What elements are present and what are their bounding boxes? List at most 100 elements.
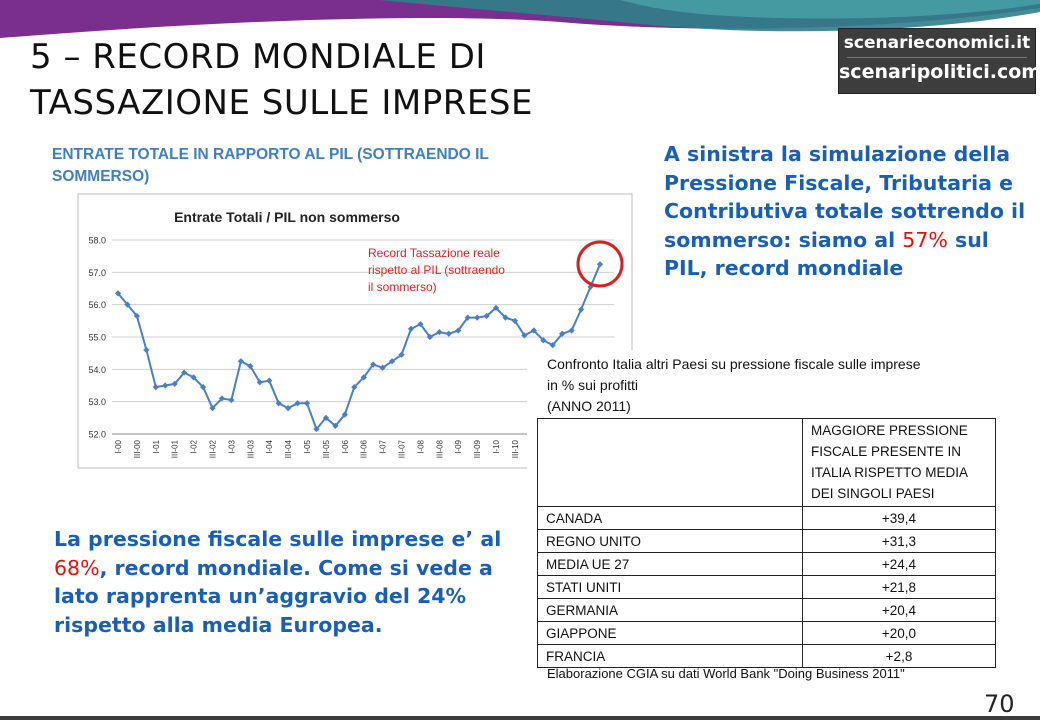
table-caption: Confronto Italia altri Paesi su pression… — [547, 354, 997, 417]
data-point — [199, 384, 207, 391]
table-cell-value: +21,8 — [802, 575, 996, 599]
data-point — [209, 405, 216, 412]
record-highlight-circle — [576, 240, 624, 288]
x-tick-label: I-04 — [265, 439, 274, 453]
data-point — [294, 400, 301, 407]
x-tick-label: III-07 — [398, 439, 407, 458]
data-point — [596, 261, 604, 268]
x-tick-label: III-04 — [284, 439, 293, 458]
table-cell-country: CANADA — [537, 506, 803, 530]
x-tick-label: I-01 — [152, 439, 161, 453]
data-point — [341, 411, 348, 418]
table-row: REGNO UNITO +31,3 — [537, 529, 996, 553]
data-point — [285, 405, 292, 412]
data-point — [577, 306, 585, 313]
data-point — [266, 377, 273, 384]
x-tick-label: I-02 — [190, 439, 199, 453]
data-point — [133, 312, 141, 320]
table-row: FRANCIA +2,8 — [537, 644, 996, 668]
table-cell-value: +20,4 — [802, 598, 996, 622]
left-commentary-highlight: 68% — [54, 555, 100, 580]
data-point — [171, 380, 178, 387]
x-axis-ticks: I-00 III-00 I-01 III-01 I-02 III-02 I-03 III-03… — [114, 439, 558, 458]
logo-line-1: scenarieconomici.it — [843, 33, 1031, 53]
table-cell-value: +24,4 — [802, 552, 996, 576]
annotation-line: Record Tassazione reale — [368, 246, 500, 260]
x-tick-label: I-05 — [303, 439, 312, 453]
right-commentary-highlight: 57% — [902, 227, 948, 252]
table-row: MEDIA UE 27 +24,4 — [537, 552, 996, 576]
footer-line — [0, 716, 1040, 720]
table-cell-country: GIAPPONE — [537, 621, 803, 645]
x-tick-label: III-10 — [511, 439, 520, 458]
data-point — [228, 396, 235, 404]
left-commentary-text: La pressione fiscale sulle imprese e’ al — [54, 527, 502, 551]
x-tick-label: I-07 — [379, 439, 388, 453]
x-tick-label: III-06 — [360, 439, 369, 458]
table-caption-line-3: (ANNO 2011) — [547, 398, 631, 414]
left-commentary: La pressione fiscale sulle imprese e’ al… — [54, 525, 524, 639]
series-line — [117, 263, 601, 432]
annotation-line: il sommerso) — [368, 280, 437, 294]
table-cell-country: FRANCIA — [537, 644, 803, 668]
x-tick-label: III-03 — [246, 439, 255, 458]
x-tick-label: I-03 — [227, 439, 236, 453]
chart-frame — [77, 193, 633, 469]
title-line-1: 5 – RECORD MONDIALE DI — [30, 37, 486, 77]
table-cell-country: STATI UNITI — [537, 575, 803, 599]
data-point — [256, 379, 263, 386]
data-point — [502, 314, 509, 321]
y-tick-label: 53.0 — [88, 397, 106, 407]
title-line-2: TASSAZIONE SULLE IMPRESE — [30, 83, 533, 123]
table-row: GIAPPONE +20,0 — [537, 621, 996, 645]
chart-heading: ENTRATE TOTALE IN RAPPORTO AL PIL (SOTTR… — [52, 144, 572, 188]
data-point — [237, 358, 244, 365]
table-source-note: Elaborazione CGIA su dati World Bank "Do… — [547, 666, 905, 681]
table-row: STATI UNITI +21,8 — [537, 575, 996, 599]
logo-line-2: scenaripolitici.com — [839, 61, 1040, 83]
table-cell-value: +2,8 — [802, 644, 996, 668]
table-cell-value: +39,4 — [802, 506, 996, 530]
table-cell-country: GERMANIA — [537, 598, 803, 622]
x-tick-label: III-00 — [133, 439, 142, 458]
table-cell-value: +20,0 — [802, 621, 996, 645]
x-tick-label: III-09 — [473, 439, 482, 458]
y-axis-ticks: 52.0 53.0 54.0 55.0 56.0 57.0 58.0 — [88, 236, 106, 440]
x-tick-label: III-02 — [209, 439, 218, 458]
y-tick-label: 55.0 — [88, 333, 106, 343]
x-tick-label: III-05 — [322, 439, 331, 458]
table-row: GERMANIA +20,4 — [537, 598, 996, 622]
line-chart: Entrate Totali / PIL non sommerso 52.0 53… — [77, 193, 633, 469]
chart-heading-line-1: ENTRATE TOTALE IN RAPPORTO AL PIL (SOTTR… — [52, 146, 489, 163]
header-banner — [0, 0, 1040, 38]
data-point — [190, 374, 197, 381]
data-point — [322, 414, 330, 421]
x-tick-label: I-08 — [416, 439, 425, 453]
x-tick-label: III-01 — [171, 439, 180, 458]
y-tick-label: 54.0 — [88, 365, 106, 375]
data-point — [445, 330, 452, 337]
data-point — [360, 374, 367, 381]
data-point — [474, 314, 481, 321]
slide-title: 5 – RECORD MONDIALE DI TASSAZIONE SULLE … — [30, 34, 533, 126]
table-row: CANADA +39,4 — [537, 506, 996, 530]
data-point — [398, 351, 405, 358]
y-tick-label: 56.0 — [88, 300, 106, 310]
table-header-row: MAGGIORE PRESSIONE FISCALE PRESENTE IN I… — [537, 418, 996, 507]
comparison-table: MAGGIORE PRESSIONE FISCALE PRESENTE IN I… — [537, 418, 996, 668]
table-cell-value: +31,3 — [802, 529, 996, 553]
data-point — [152, 384, 159, 391]
table-cell-country: REGNO UNITO — [537, 529, 803, 553]
y-tick-label: 52.0 — [88, 430, 106, 440]
logo-separator — [847, 57, 1027, 58]
x-tick-label: I-00 — [114, 439, 123, 453]
x-tick-label: III-08 — [435, 439, 444, 458]
table-cell-country: MEDIA UE 27 — [537, 552, 803, 576]
chart-title: Entrate Totali / PIL non sommerso — [174, 209, 400, 225]
chart-annotation: Record Tassazione reale rispetto al PIL (… — [368, 246, 505, 294]
right-commentary: A sinistra la simulazione della Pression… — [664, 140, 1034, 283]
chart-heading-line-2: SOMMERSO) — [52, 168, 150, 185]
left-commentary-tail: , record mondiale. Come si vede a lato r… — [54, 555, 493, 637]
annotation-line: rispetto al PIL (sottraendo — [368, 263, 505, 277]
x-tick-label: I-06 — [341, 439, 350, 453]
